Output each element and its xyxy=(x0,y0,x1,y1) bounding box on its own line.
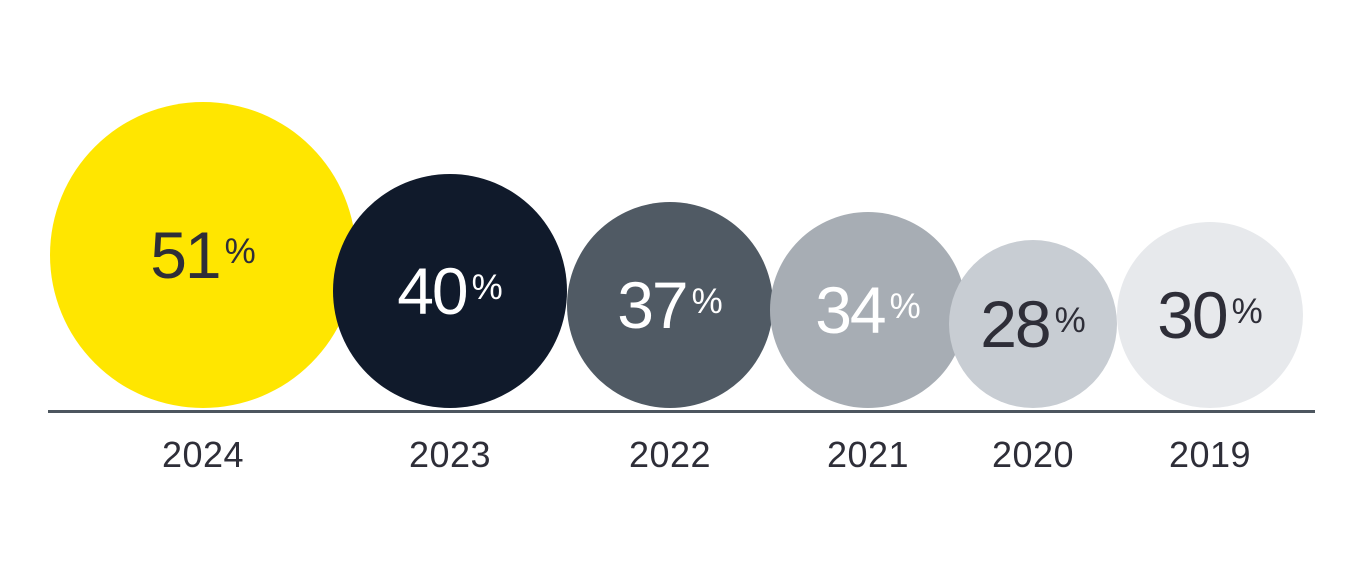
percent-sign: % xyxy=(691,282,723,321)
bubble-value-label: 30% xyxy=(1157,282,1263,348)
bubble-value-label: 51% xyxy=(150,222,256,288)
axis-label-2023: 2023 xyxy=(408,434,492,475)
bubble-2024: 51% xyxy=(50,102,356,408)
percent-sign: % xyxy=(1231,292,1263,331)
bubble-2020: 28% xyxy=(949,240,1117,408)
axis-label-2019: 2019 xyxy=(1168,434,1252,475)
value-number: 30 xyxy=(1157,278,1228,352)
value-number: 51 xyxy=(150,218,221,292)
bubble-2019: 30% xyxy=(1117,222,1303,408)
axis-label-2021: 2021 xyxy=(826,434,910,475)
bubble-2023: 40% xyxy=(333,174,567,408)
bubble-value-label: 40% xyxy=(397,258,503,324)
value-number: 28 xyxy=(980,287,1051,361)
value-number: 37 xyxy=(617,268,688,342)
percent-sign: % xyxy=(224,232,256,271)
percent-sign: % xyxy=(1054,301,1086,340)
axis-label-2024: 2024 xyxy=(161,434,245,475)
baseline xyxy=(48,410,1315,413)
percent-sign: % xyxy=(471,268,503,307)
bubble-2022: 37% xyxy=(567,202,773,408)
bubble-value-label: 34% xyxy=(815,277,921,343)
value-number: 40 xyxy=(397,254,468,328)
axis-label-2020: 2020 xyxy=(991,434,1075,475)
axis-label-2022: 2022 xyxy=(628,434,712,475)
bubble-value-label: 37% xyxy=(617,272,723,338)
value-number: 34 xyxy=(815,273,886,347)
percent-sign: % xyxy=(889,287,921,326)
bubble-2021: 34% xyxy=(770,212,966,408)
bubble-value-label: 28% xyxy=(980,291,1086,357)
